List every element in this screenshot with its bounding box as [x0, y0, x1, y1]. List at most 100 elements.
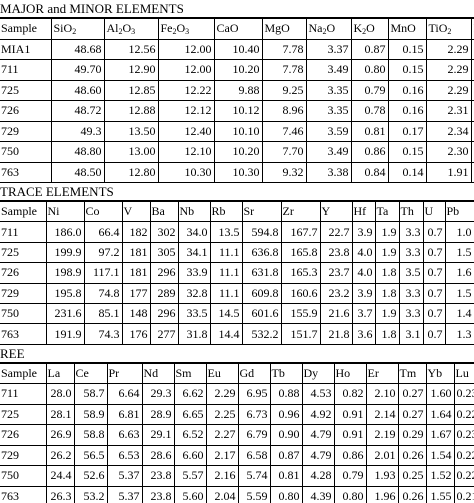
header-text: CaO	[216, 21, 239, 36]
sample-id-cell: 725	[0, 403, 47, 426]
value-cell: 3.38	[305, 161, 352, 183]
value-cell: 277	[149, 323, 179, 345]
value-cell: 22.7	[319, 221, 353, 243]
value-cell: 49.70	[50, 59, 105, 81]
header-text: Na	[308, 21, 323, 36]
value-cell: 0.26	[397, 444, 427, 467]
sample-id-cell: 729	[0, 120, 52, 142]
table-row: 725 199.9 97.2 181 305 34.1 11.1 636.8 165.8 23.8…	[0, 241, 474, 264]
value-cell: 11.1	[209, 282, 243, 304]
value-cell: 6.62	[173, 383, 207, 405]
table-row: 729 26.2 56.5 6.53 28.6 6.60 2.17 6.58 0.87 4.79 0…	[0, 444, 474, 467]
value-cell: 3.49	[305, 141, 352, 163]
value-cell: 0.23	[453, 424, 474, 446]
trace-header-cell: U	[422, 200, 446, 223]
value-cell: 10.20	[213, 141, 263, 163]
major-header-cell: Fe2O3	[157, 18, 215, 40]
value-cell: 33.5	[177, 302, 211, 325]
value-cell: 7.70	[261, 141, 307, 163]
value-cell: 0.7	[422, 241, 446, 264]
value-cell: 177	[121, 282, 151, 304]
value-cell: 13.00	[103, 141, 159, 163]
value-cell: 1.8	[374, 262, 400, 284]
value-cell: 0.79	[350, 79, 389, 101]
value-cell: 10.40	[213, 38, 263, 60]
value-cell: 1.8	[374, 323, 400, 345]
sample-id-cell: 711	[0, 59, 52, 81]
ree-header-cell: Pr	[106, 362, 143, 385]
ree-table: Sample La Ce Pr Nd Sm Eu Gd Tb Dy Ho Er Tm Yb Lu 711 28…	[0, 362, 474, 503]
ree-header-cell: La	[45, 362, 75, 385]
value-cell: 0.15	[387, 38, 427, 60]
value-cell: 13.50	[103, 120, 159, 142]
value-cell: 23.8	[319, 241, 353, 264]
value-cell: 5.60	[173, 485, 207, 503]
trace-header-row: Sample Ni Co V Ba Nb Rb Sr Zr Y Hf Ta Th U Pb	[0, 200, 474, 223]
trace-header-cell: Sr	[241, 200, 282, 223]
table-row: MIA1 48.68 12.56 12.00 10.40 7.78 3.37 0.87 0.15…	[0, 38, 474, 60]
value-cell: 10.10	[213, 120, 263, 142]
value-cell: 0.81	[350, 120, 389, 142]
value-cell: 2.17	[205, 444, 239, 467]
value-cell: 0.88	[269, 383, 303, 405]
value-cell: 0.16	[387, 79, 427, 101]
major-header-cell: CaO	[213, 18, 263, 40]
value-cell: 0.79	[333, 465, 367, 487]
ree-header-cell: Dy	[301, 362, 335, 385]
header-subscript: 3	[185, 27, 190, 37]
value-cell: 32.8	[177, 282, 211, 304]
ree-header-cell: Gd	[237, 362, 271, 385]
value-cell: 1.60	[425, 383, 455, 405]
ree-header-cell: Ce	[73, 362, 108, 385]
value-cell: 34.0	[177, 221, 211, 243]
value-cell: 56.5	[73, 444, 108, 467]
value-cell: 6.64	[106, 383, 143, 405]
header-subscript: 2	[118, 27, 123, 37]
value-cell: 3.5	[398, 262, 424, 284]
value-cell: 594.8	[241, 221, 282, 243]
value-cell: 3.3	[398, 241, 424, 264]
header-text: K	[353, 21, 363, 36]
section-title-trace: TRACE ELEMENTS	[0, 183, 474, 201]
trace-header-cell: Th	[398, 200, 424, 223]
value-cell: 0.82	[333, 383, 367, 405]
value-cell: 302	[149, 221, 179, 243]
trace-header-cell: Co	[83, 200, 123, 223]
value-cell: 7.78	[261, 38, 307, 60]
table-row: 763 48.50 12.80 10.30 10.30 9.32 3.38 0.84 0.14 1…	[0, 161, 474, 183]
value-cell: 0.96	[269, 403, 303, 426]
value-cell: 0.87	[269, 444, 303, 467]
header-text: Sample	[1, 21, 37, 36]
header-text: MgO	[264, 21, 290, 36]
value-cell: 28.9	[141, 403, 175, 426]
trace-header-cell: Ni	[45, 200, 85, 223]
sample-id-cell: 750	[0, 141, 52, 163]
sample-id-cell: 729	[0, 282, 47, 304]
trace-header-cell: Pb	[444, 200, 474, 223]
value-cell: 1.4	[444, 302, 474, 325]
sample-id-cell: 763	[0, 485, 47, 503]
value-cell: 532.2	[241, 323, 282, 345]
table-row: 726 198.9 117.1 181 296 33.9 11.1 631.8 165.3 23.…	[0, 262, 474, 284]
header-text: MnO	[390, 21, 416, 36]
value-cell: 52.6	[73, 465, 108, 487]
value-cell: 12.56	[103, 38, 159, 60]
ree-header-row: Sample La Ce Pr Nd Sm Eu Gd Tb Dy Ho Er Tm Yb Lu	[0, 362, 474, 385]
sample-id-cell: 729	[0, 444, 47, 467]
value-cell: 53.2	[73, 485, 108, 503]
header-text: Al	[106, 21, 119, 36]
value-cell: 9.88	[213, 79, 263, 101]
value-cell: 631.8	[241, 262, 282, 284]
value-cell: 10.30	[213, 161, 263, 183]
value-cell: 12.80	[103, 161, 159, 183]
table-row: 750 48.80 13.00 12.10 10.20 7.70 3.49 0.86 0.15 2…	[0, 141, 474, 163]
trace-header-cell: Nb	[177, 200, 211, 223]
value-cell: 58.8	[73, 424, 108, 446]
major-header-cell: MgO	[261, 18, 307, 40]
value-cell: 289	[149, 282, 179, 304]
value-cell: 231.6	[45, 302, 85, 325]
value-cell: 0.22	[453, 444, 474, 467]
value-cell: 2.16	[205, 465, 239, 487]
value-cell: 2.14	[365, 403, 399, 426]
